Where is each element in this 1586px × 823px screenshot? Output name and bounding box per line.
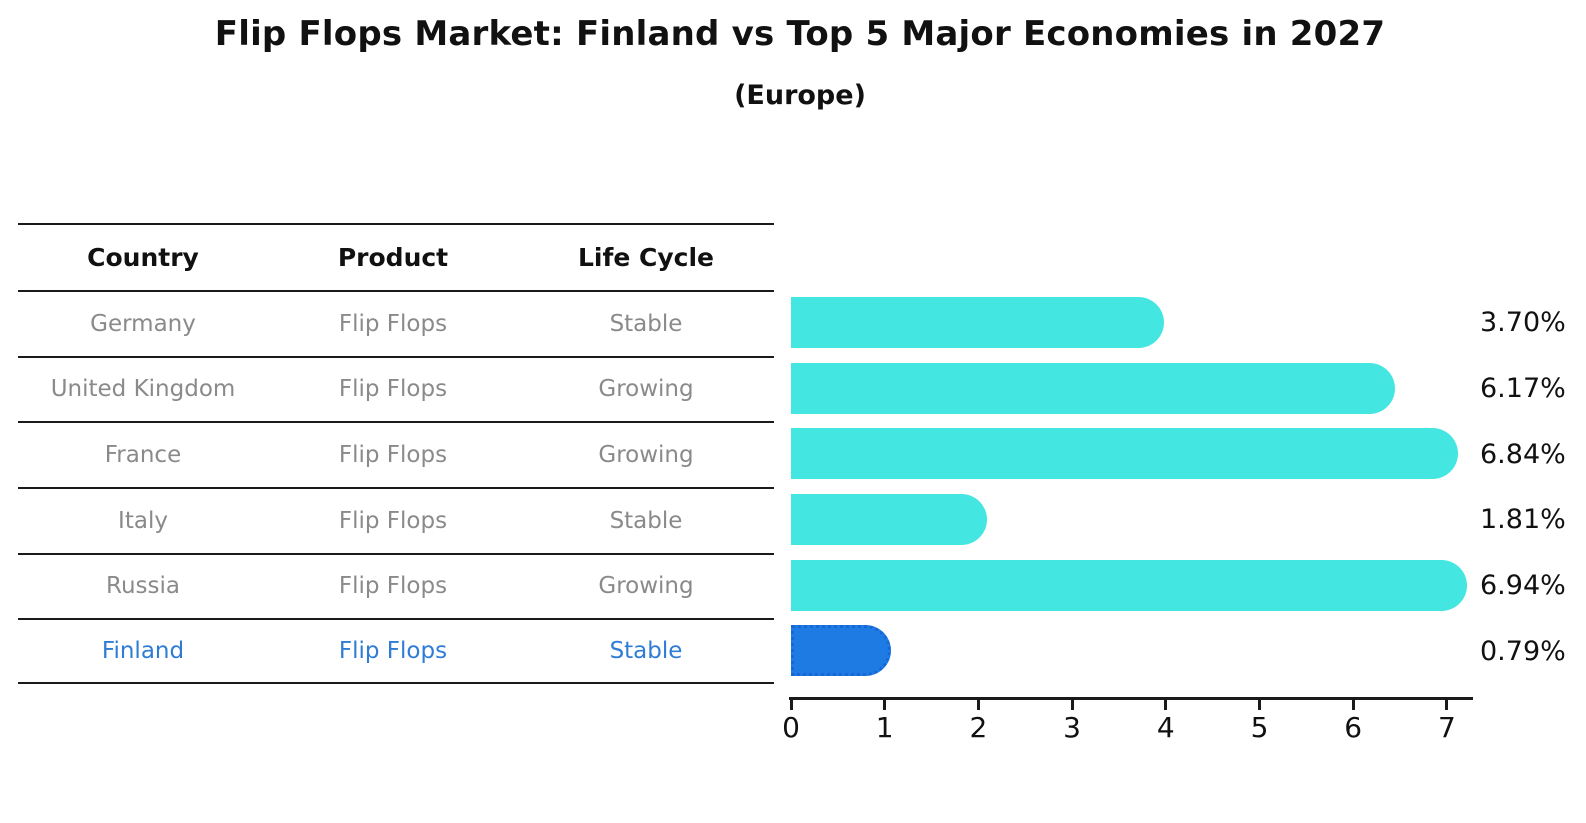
country-cell: Italy [118,507,168,534]
table-row-germany: Germany Flip Flops Stable [18,290,774,356]
bar [791,297,1164,348]
table-header-row: Country Product Life Cycle [18,223,774,290]
bar-highlighted [791,625,891,677]
product-cell: Flip Flops [338,573,448,600]
bar-plot-area: 3.70% 6.17% 6.84% 1.81% 6.94% 0.79% [791,290,1586,684]
product-cell: Flip Flops [338,638,448,665]
axis-tick-label: 4 [1156,711,1175,744]
axis-tick-label: 0 [782,711,800,744]
header-cell-product: Product [337,243,449,272]
axis-tick [789,700,793,710]
value-label: 6.84% [1480,438,1566,470]
bar-row-russia: 6.94% [791,553,1586,619]
country-cell: France [104,442,182,469]
value-label: 6.94% [1480,569,1566,601]
chart-subtitle: (Europe) [734,80,866,111]
bar-row-finland: 0.79% [791,618,1586,684]
axis-tick-label: 1 [875,711,894,744]
header-cell-country: Country [87,243,199,272]
axis-tick-label: 7 [1437,711,1456,744]
table-row-france: France Flip Flops Growing [18,421,774,487]
value-label: 3.70% [1480,307,1566,339]
country-cell: Russia [106,573,180,600]
value-label: 1.81% [1480,504,1566,536]
axis-tick [1164,700,1168,710]
lifecycle-cell: Growing [598,442,694,469]
axis-tick [883,700,887,710]
bar [791,493,987,545]
bar [791,362,1396,414]
axis-tick-label: 6 [1344,711,1363,744]
country-cell: Germany [90,310,196,337]
axis-tick [976,700,980,710]
product-cell: Flip Flops [338,507,448,534]
table-row-italy: Italy Flip Flops Stable [18,486,774,553]
axis-tick [1258,700,1261,710]
lifecycle-cell: Stable [609,507,683,534]
axis-tick [1445,700,1449,710]
table-row-finland: Finland Flip Flops Stable [18,618,774,684]
value-label: 0.79% [1480,635,1566,667]
country-cell: Finland [101,638,185,665]
lifecycle-cell: Stable [609,310,683,337]
table-body: Germany Flip Flops Stable United Kingdom Fli… [18,290,774,684]
axis-tick [1070,700,1074,710]
x-axis-line [789,697,1473,700]
chart-title: Flip Flops Market: Finland vs Top 5 Majo… [214,14,1386,54]
x-axis: 0 1 2 3 4 5 6 7 [782,697,1473,747]
value-label: 6.17% [1480,372,1566,404]
country-cell: United Kingdom [50,376,236,403]
bar [791,428,1458,480]
table-row-russia: Russia Flip Flops Growing [18,552,774,619]
axis-tick-label: 5 [1250,711,1269,744]
bar [791,559,1468,611]
table-row-united-kingdom: United Kingdom Flip Flops Growing [18,355,774,422]
bar-row-united-kingdom: 6.17% [791,356,1586,422]
bar-row-italy: 1.81% [791,487,1586,553]
header-cell-life-cycle: Life Cycle [577,243,715,272]
product-cell: Flip Flops [338,442,448,469]
lifecycle-cell: Growing [598,573,694,600]
bar-row-france: 6.84% [791,421,1586,487]
bar-row-germany: 3.70% [791,290,1586,356]
axis-tick-label: 3 [1063,711,1081,744]
product-cell: Flip Flops [338,310,448,337]
lifecycle-cell: Stable [609,638,683,665]
info-table: Country Product Life Cycle Germany Flip Flo… [18,223,774,684]
axis-tick [1351,700,1355,710]
axis-tick-label: 2 [969,711,988,744]
product-cell: Flip Flops [338,376,448,403]
lifecycle-cell: Growing [598,376,694,403]
